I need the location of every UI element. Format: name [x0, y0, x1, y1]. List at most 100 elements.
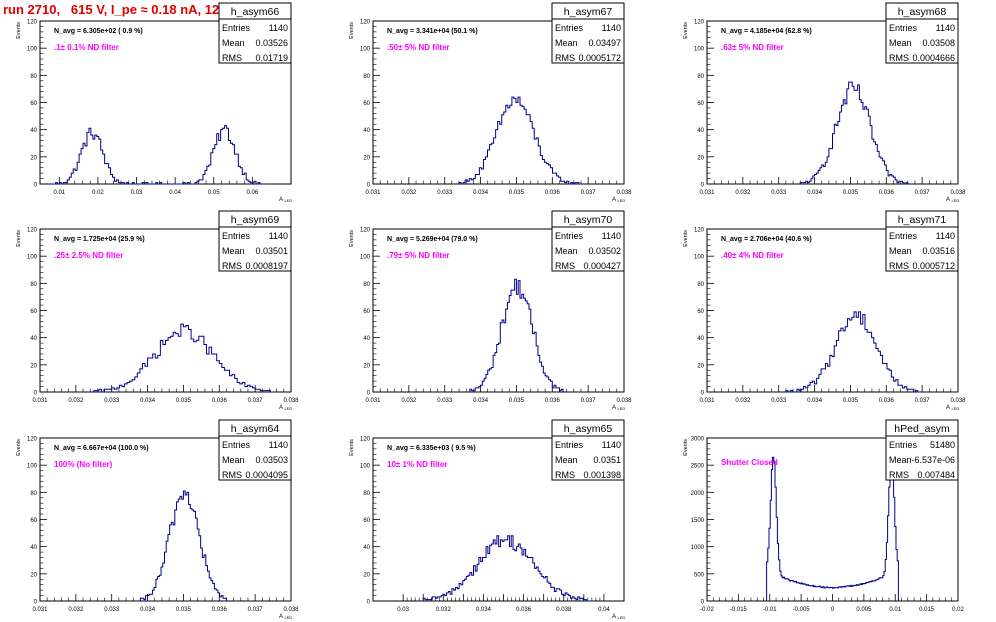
histogram-panel-hPed_asym: 0 500 1000 1500 2000 2500 3000 -0.02 -0.015 -0.01… — [683, 419, 964, 613]
y-axis-title: Events — [16, 22, 22, 39]
y-axis-title: Events — [683, 230, 689, 247]
x-tick-label: 0.038 — [556, 607, 572, 613]
stats-label: RMS — [222, 261, 242, 271]
x-tick-label: 0.032 — [735, 398, 751, 404]
x-axis-title: A LED — [612, 614, 625, 620]
x-tick-label: 0.038 — [950, 398, 966, 404]
stats-label: RMS — [889, 470, 909, 480]
y-tick-label: 0 — [367, 183, 371, 189]
stats-value: 0.03502 — [588, 246, 621, 256]
stats-value: 0.0008197 — [245, 261, 288, 271]
histogram-line — [766, 454, 899, 601]
y-tick-label: 120 — [360, 228, 371, 234]
x-axis-title: A LED — [946, 197, 959, 203]
stats-value: 0.01719 — [255, 53, 288, 63]
stats-value: 0.007484 — [917, 470, 955, 480]
x-tick-label: 0.032 — [436, 607, 452, 613]
x-tick-label: 0.034 — [476, 607, 492, 613]
x-tick-label: 0.035 — [843, 190, 859, 196]
histogram-line — [799, 81, 909, 185]
y-axis-title: Events — [349, 230, 355, 247]
stats-value: 1140 — [936, 23, 955, 33]
histogram-panel-h_asym68: 0 20 40 60 80 100 120 0.031 0.032 0.033 0.034 0.035… — [683, 2, 966, 203]
histogram-line — [422, 535, 594, 602]
stats-value: 1140 — [269, 231, 288, 241]
y-tick-label: 60 — [30, 518, 37, 524]
y-tick-label: 40 — [363, 545, 370, 551]
x-axis-title: A LED — [279, 197, 292, 203]
histogram-line — [469, 278, 564, 392]
n-avg-label: N_avg = 3.341e+04 (50.1 %) — [387, 28, 478, 35]
y-tick-label: 40 — [30, 128, 37, 134]
y-axis-title: Events — [16, 230, 22, 247]
stats-box — [218, 435, 292, 481]
stats-value: 0.03497 — [588, 38, 621, 48]
stats-label: Entries — [222, 231, 251, 241]
y-tick-label: 120 — [360, 437, 371, 443]
x-tick-label: 0.038 — [616, 190, 632, 196]
x-tick-label: 0.035 — [509, 398, 525, 404]
x-tick-label: 0.038 — [283, 398, 299, 404]
histogram-line — [458, 96, 581, 185]
x-tick-label: 0.033 — [104, 607, 120, 613]
y-tick-label: 0 — [701, 391, 705, 397]
x-tick-label: 0.032 — [68, 398, 84, 404]
x-tick-label: 0.038 — [616, 398, 632, 404]
y-tick-label: 100 — [360, 464, 371, 470]
x-tick-label: 0.06 — [247, 190, 259, 196]
x-tick-label: 0.033 — [104, 398, 120, 404]
filter-label: 100% (No filter) — [54, 460, 113, 469]
stats-label: RMS — [222, 470, 242, 480]
stats-box — [551, 435, 625, 481]
stats-value: 0.03501 — [255, 246, 288, 256]
y-tick-label: 1000 — [691, 545, 705, 551]
stats-box — [551, 18, 625, 64]
y-tick-label: 120 — [27, 20, 38, 26]
x-tick-label: 0.037 — [915, 190, 931, 196]
histogram-name: h_asym66 — [231, 6, 280, 18]
y-tick-label: 80 — [697, 74, 704, 80]
x-tick-label: 0.036 — [545, 398, 561, 404]
x-axis-title: A LED — [612, 197, 625, 203]
x-tick-label: -0.015 — [730, 607, 748, 613]
x-tick-label: 0.036 — [516, 607, 532, 613]
x-tick-label: 0.032 — [68, 607, 84, 613]
stats-label: Entries — [222, 440, 251, 450]
x-axis-title: A LED — [279, 614, 292, 620]
x-tick-label: 0.032 — [401, 398, 417, 404]
x-tick-label: 0 — [831, 607, 835, 613]
x-tick-label: 0.037 — [581, 398, 597, 404]
y-tick-label: 60 — [30, 101, 37, 107]
x-tick-label: 0.04 — [169, 190, 181, 196]
filter-label: .40± 4% ND filter — [721, 251, 784, 260]
x-tick-label: 0.01 — [53, 190, 65, 196]
histogram-name: h_asym65 — [564, 423, 613, 435]
x-tick-label: -0.005 — [793, 607, 811, 613]
y-tick-label: 60 — [30, 309, 37, 315]
y-tick-label: 20 — [30, 363, 37, 369]
stats-value: 1140 — [269, 23, 288, 33]
stats-value: 1140 — [602, 440, 621, 450]
stats-label: Mean — [889, 246, 912, 256]
histogram-name: hPed_asym — [894, 423, 950, 435]
n-avg-label: N_avg = 4.185e+04 (62.8 %) — [721, 28, 812, 35]
x-tick-label: 0.036 — [212, 607, 228, 613]
x-tick-label: 0.033 — [437, 190, 453, 196]
histogram-panel-h_asym66: 0 20 40 60 80 100 120 0.01 0.02 0.03 0.04 0.05 0.06 E… — [16, 2, 292, 203]
x-tick-label: 0.034 — [140, 398, 156, 404]
y-tick-label: 120 — [27, 437, 38, 443]
histogram-name: h_asym68 — [898, 6, 947, 18]
n-avg-label: N_avg = 2.706e+04 (40.6 %) — [721, 236, 812, 243]
x-axis-title: A LED — [946, 405, 959, 411]
stats-label: Mean — [889, 455, 912, 465]
filter-label: Shutter Closed — [721, 458, 778, 467]
y-tick-label: 100 — [27, 255, 38, 261]
histogram-name: h_asym69 — [231, 214, 280, 226]
y-axis-title: Events — [683, 22, 689, 39]
stats-value: 0.03526 — [255, 38, 288, 48]
y-tick-label: 120 — [694, 20, 705, 26]
stats-box — [218, 226, 292, 272]
histogram-line — [139, 490, 227, 601]
stats-value: 0.0004666 — [912, 53, 955, 63]
histogram-line — [51, 125, 268, 185]
